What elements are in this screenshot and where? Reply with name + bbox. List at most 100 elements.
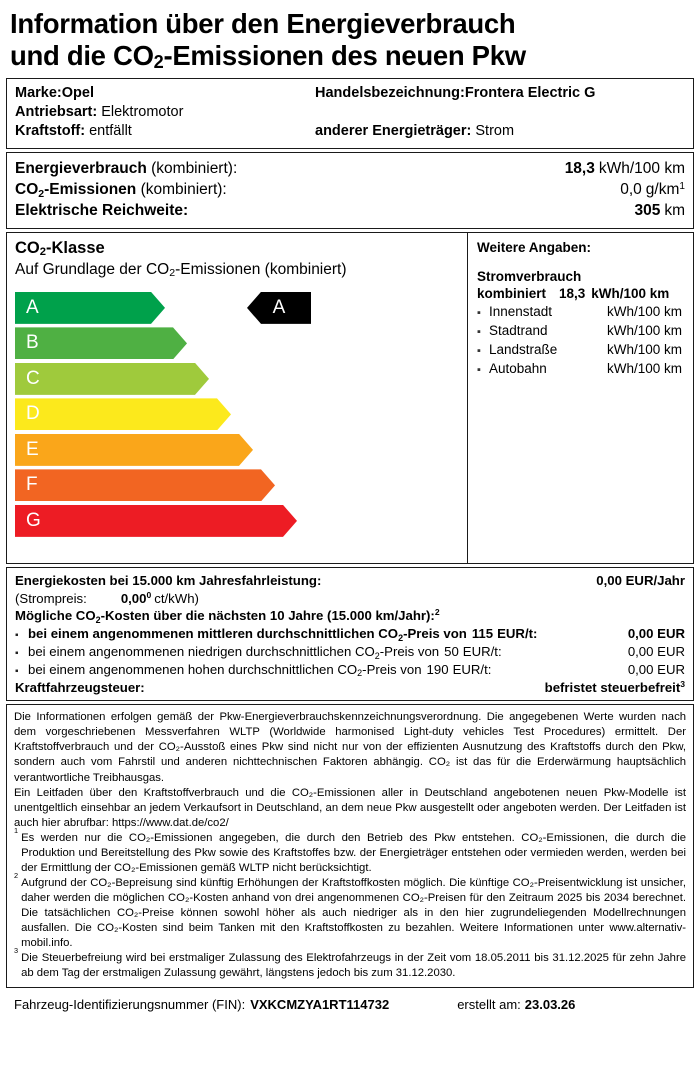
co2-price-amount: 0,00 EUR bbox=[627, 644, 685, 659]
strompreis-sup: 0 bbox=[146, 589, 152, 600]
co2-class-marker: A bbox=[247, 291, 311, 324]
stromverbrauch-item-name: Stadtrand bbox=[489, 322, 548, 338]
bullet-icon: ▪ bbox=[477, 364, 481, 377]
strompreis-label: (Strompreis: bbox=[15, 590, 87, 606]
bullet-icon: ▪ bbox=[15, 648, 19, 659]
co2-price-row: ▪ bei einem angenommenen niedrigen durchs… bbox=[15, 643, 685, 661]
co2-class-bar-b: B bbox=[15, 327, 459, 359]
weitere-angaben-panel: Weitere Angaben: Stromverbrauch kombinie… bbox=[468, 233, 693, 563]
co2-class-bar-label: E bbox=[26, 438, 39, 460]
bullet-icon: ▪ bbox=[477, 306, 481, 319]
footnote-ref-2: 2 bbox=[434, 607, 440, 618]
legal-info-box: Die Informationen erfolgen gemäß der Pkw… bbox=[6, 704, 694, 988]
co2-emissionen-unit: g/km bbox=[645, 181, 680, 198]
co2-class-bar-shape: D bbox=[15, 398, 231, 430]
co2-price-amount: 0,00 EUR bbox=[627, 661, 685, 677]
antriebsart-value: Elektromotor bbox=[101, 104, 184, 121]
handelsbezeichnung-value: Frontera Electric G bbox=[464, 84, 596, 101]
co2-price-row-text: bei einem angenommenen mittleren durchsc… bbox=[28, 626, 399, 642]
energiekosten-value: 0,00 EUR/Jahr bbox=[596, 572, 685, 588]
co2-class-bar-shape: A bbox=[15, 292, 165, 324]
co2-class-bar-label: C bbox=[26, 367, 40, 389]
co2-price-row-text-b: -Preis von bbox=[379, 644, 440, 659]
strompreis-unit: ct/kWh) bbox=[154, 590, 199, 606]
vehicle-row-kraftstoff: Kraftstoff: entfällt anderer Energieträg… bbox=[15, 122, 685, 141]
kraftfahrzeugsteuer-value: befristet steuerbefreit bbox=[544, 679, 681, 695]
energieverbrauch-unit: kWh/100 km bbox=[598, 159, 685, 177]
marke-value: Opel bbox=[61, 84, 94, 101]
stromverbrauch-item-unit: kWh/100 km bbox=[607, 322, 683, 338]
co2-price-amount: 0,00 EUR bbox=[627, 626, 685, 642]
bullet-icon: ▪ bbox=[477, 325, 481, 338]
co2-price-value: 50 bbox=[444, 644, 459, 659]
created-value: 23.03.26 bbox=[524, 996, 576, 1012]
stromverbrauch-item-unit: kWh/100 km bbox=[607, 361, 683, 377]
energiekosten-label: Energiekosten bei 15.000 km Jahresfahrle… bbox=[15, 572, 322, 588]
stromverbrauch-item-name: Autobahn bbox=[489, 361, 547, 377]
co2-class-box: CO2-Klasse Auf Grundlage der CO2-Emissio… bbox=[6, 231, 694, 564]
stromverbrauch-item: ▪ Stadtrand kWh/100 km bbox=[477, 321, 687, 340]
co2-class-bar-c: C bbox=[15, 363, 459, 395]
info-paragraph-1: Die Informationen erfolgen gemäß der Pkw… bbox=[14, 711, 686, 784]
co2-subscript: 2 bbox=[398, 632, 404, 643]
co2-price-row-text-b: -Preis von bbox=[362, 661, 422, 677]
consumption-box: Energieverbrauch (kombiniert): 18,3 kWh/… bbox=[6, 151, 694, 229]
page-title-line1: Information über den Energieverbrauch bbox=[10, 8, 516, 39]
consumption-row-reichweite: Elektrische Reichweite: 305 km bbox=[15, 200, 685, 221]
footnote-1-text: Es werden nur die CO₂-Emissionen angegeb… bbox=[21, 831, 686, 874]
vehicle-row-antriebsart: Antriebsart: Elektromotor bbox=[15, 103, 685, 122]
co2-subscript: 2 bbox=[95, 614, 101, 625]
footer: Fahrzeug-Identifizierungsnummer (FIN): V… bbox=[6, 997, 694, 1012]
co2-price-rows: ▪ bei einem angenommenen mittleren durchs… bbox=[15, 625, 685, 678]
stromverbrauch-kombiniert-value: 18,3 bbox=[559, 285, 586, 301]
energietraeger-label: anderer Energieträger: bbox=[315, 123, 472, 140]
stromverbrauch-kombiniert-unit: kWh/100 km bbox=[591, 285, 670, 301]
co2-class-panel: CO2-Klasse Auf Grundlage der CO2-Emissio… bbox=[7, 232, 468, 563]
co2-class-bar-shape: F bbox=[15, 469, 275, 501]
stromverbrauch-list: ▪ Innenstadt kWh/100 km ▪ Stadtrand kWh/100 k… bbox=[477, 302, 687, 379]
co2-price-value: 190 bbox=[426, 661, 449, 677]
co2-class-bar-label: F bbox=[26, 474, 38, 496]
co2-class-bar-label: A bbox=[26, 296, 39, 318]
fin-value: VXKCMZYA1RT114732 bbox=[250, 996, 390, 1012]
strompreis-row: (Strompreis: 0,00 0 ct/kWh) bbox=[15, 590, 685, 608]
kraftfahrzeugsteuer-row: Kraftfahrzeugsteuer: befristet steuerbef… bbox=[15, 679, 685, 697]
co2-subscript: 2 bbox=[39, 246, 46, 259]
footnote-2: 2 Aufgrund der CO₂-Bepreisung sind künfti… bbox=[14, 871, 686, 951]
handelsbezeichnung-label: Handelsbezeichnung: bbox=[315, 84, 465, 101]
co2-price-unit: EUR/t: bbox=[462, 644, 502, 659]
co2-class-bar-shape: G bbox=[15, 505, 297, 537]
co2-price-row: ▪ bei einem angenommenen mittleren durchs… bbox=[15, 625, 685, 643]
co2-price-row-text-b: -Preis von bbox=[403, 626, 467, 642]
page-title: Information über den Energieverbrauch un… bbox=[6, 6, 694, 78]
antriebsart-label: Antriebsart: bbox=[15, 104, 98, 121]
co2-klasse-heading: CO2-Klasse bbox=[15, 238, 105, 259]
co2-class-bar-a: A bbox=[15, 292, 459, 324]
energieverbrauch-qualifier: (kombiniert): bbox=[146, 159, 238, 177]
footnote-ref-1: 1 bbox=[679, 181, 685, 192]
footnote-3: 3 Die Steuerbefreiung wird bei erstmalige… bbox=[14, 946, 686, 981]
energieverbrauch-value: 18,3 bbox=[564, 159, 595, 177]
bullet-icon: ▪ bbox=[15, 665, 19, 677]
info-paragraph-2: Ein Leitfaden über den Kraftstoffverbrau… bbox=[14, 786, 686, 829]
marke-label: Marke: bbox=[15, 84, 62, 101]
co2-emissionen-label-a: CO bbox=[15, 181, 39, 198]
stromverbrauch-item: ▪ Autobahn kWh/100 km bbox=[477, 359, 687, 378]
reichweite-value: 305 bbox=[634, 202, 661, 220]
footnote-1: 1 Es werden nur die CO₂-Emissionen angege… bbox=[14, 826, 686, 876]
co2-class-marker-label: A bbox=[272, 296, 286, 318]
consumption-row-co2: CO2-Emissionen (kombiniert): 0,0 g/km1 bbox=[15, 179, 685, 200]
co2-class-bar-label: B bbox=[26, 332, 39, 354]
reichweite-unit: km bbox=[664, 202, 685, 220]
co2-class-bar-label: G bbox=[26, 509, 41, 531]
co2-price-unit: EUR/t: bbox=[452, 661, 492, 677]
stromverbrauch-item-name: Landstraße bbox=[489, 341, 558, 357]
co2-class-bar-f: F bbox=[15, 469, 459, 501]
stromverbrauch-kombiniert-row: kombiniert 18,3 kWh/100 km bbox=[477, 286, 687, 301]
stromverbrauch-item-name: Innenstadt bbox=[489, 303, 553, 319]
fin-label: Fahrzeug-Identifizierungsnummer (FIN): bbox=[14, 996, 246, 1012]
co2-class-bar-d: D bbox=[15, 398, 459, 430]
footnote-3-mark: 3 bbox=[14, 945, 19, 955]
weitere-angaben-title: Weitere Angaben: bbox=[477, 239, 592, 255]
energietraeger-value: Strom bbox=[475, 123, 515, 140]
